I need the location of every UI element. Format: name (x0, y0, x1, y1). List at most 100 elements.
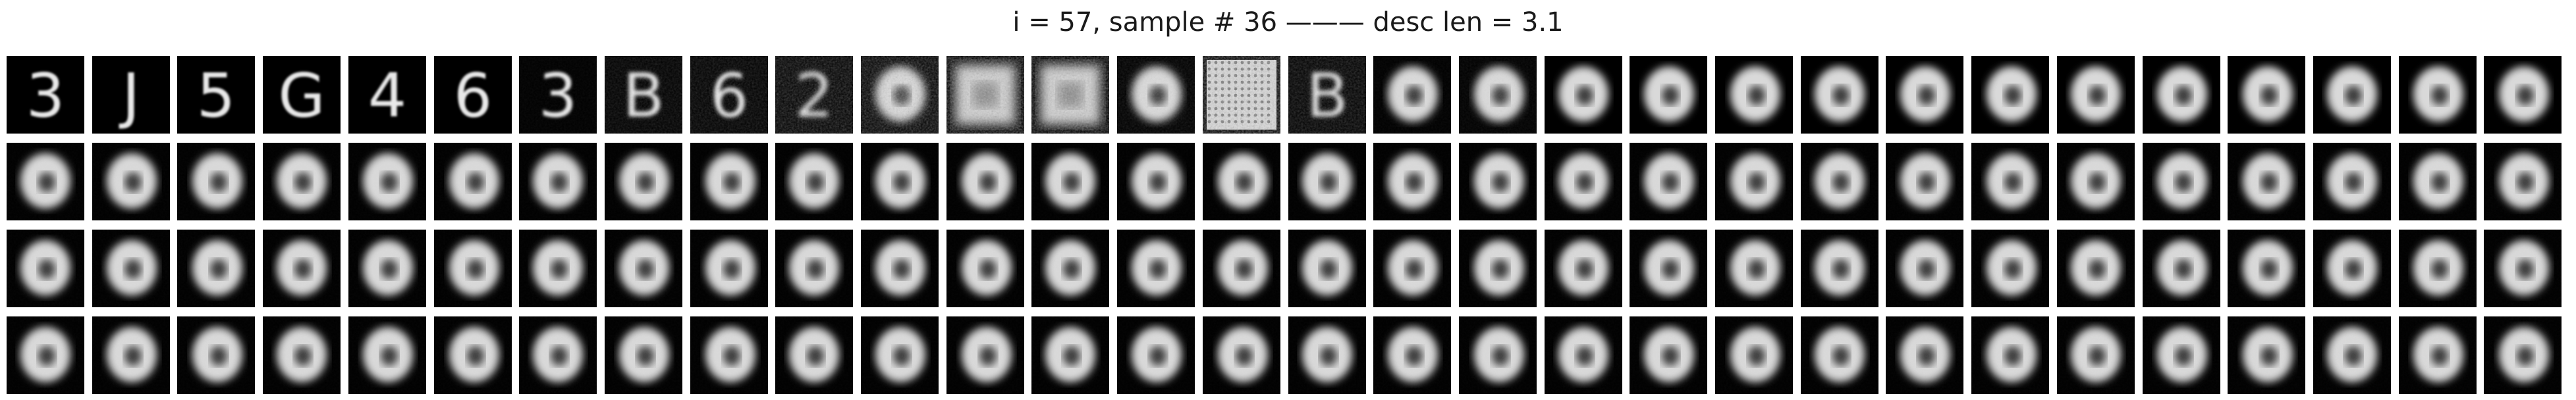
sample-tile (775, 230, 853, 307)
sample-tile (1801, 230, 1878, 307)
sample-tile (1117, 143, 1195, 220)
sample-tile (1715, 230, 1793, 307)
sample-tile (1459, 316, 1537, 394)
sample-tile (1715, 316, 1793, 394)
sample-tile (1545, 56, 1622, 134)
sample-tile: 4 (348, 56, 426, 134)
sample-tile (1117, 56, 1195, 134)
blob-hole (1748, 86, 1765, 105)
blob-hole (1576, 86, 1593, 105)
sample-tile (2228, 143, 2305, 220)
sample-tile (690, 316, 768, 394)
blob-hole (1832, 86, 1850, 105)
sample-tile (2313, 316, 2391, 394)
sample-tile (861, 316, 939, 394)
digit-glyph: 4 (368, 61, 407, 131)
sample-tile (1117, 230, 1195, 307)
sample-tile (2143, 230, 2220, 307)
sample-tile: 6 (434, 56, 512, 134)
sample-tile (2484, 230, 2562, 307)
sample-tile (434, 143, 512, 220)
sample-tile (2143, 316, 2220, 394)
blob-hole (2175, 86, 2192, 105)
sample-tile (946, 143, 1024, 220)
digit-glyph: 3 (26, 61, 65, 131)
sample-tile (1373, 143, 1451, 220)
sample-tile (2484, 56, 2562, 134)
sample-tile (605, 143, 682, 220)
sample-tile (2399, 316, 2477, 394)
sample-tile (1373, 56, 1451, 134)
blob-hole (2004, 86, 2021, 105)
sample-tile (7, 316, 84, 394)
sample-tile: 3 (7, 56, 84, 134)
sample-tile (7, 143, 84, 220)
sample-tile: B (605, 56, 682, 134)
sample-tile (177, 316, 255, 394)
blob-hole (1918, 86, 1935, 105)
sample-tile (2399, 56, 2477, 134)
sample-tile (946, 230, 1024, 307)
figure-title: i = 57, sample # 36 ——— desc len = 3.1 (0, 7, 2576, 38)
sample-tile (1031, 56, 1109, 134)
sample-tile (2057, 316, 2135, 394)
sample-tile (1031, 316, 1109, 394)
sample-tile: B (1288, 56, 1366, 134)
sample-tile (946, 316, 1024, 394)
sample-tile (1801, 56, 1878, 134)
sample-tile (690, 143, 768, 220)
sample-tile (1886, 143, 1963, 220)
sample-tile (1886, 316, 1963, 394)
sample-tile (177, 143, 255, 220)
sample-tile (2313, 56, 2391, 134)
sample-tile: J (92, 56, 170, 134)
sample-tile (861, 143, 939, 220)
sample-tile (1630, 143, 1707, 220)
sample-tile (1715, 56, 1793, 134)
sample-tile (1971, 56, 2049, 134)
sample-tile (1288, 316, 1366, 394)
sample-tile (1971, 143, 2049, 220)
sample-tile (2228, 230, 2305, 307)
sample-tile: 6 (690, 56, 768, 134)
sample-tile: 3 (519, 56, 597, 134)
sample-tile (92, 230, 170, 307)
sample-tile (1886, 230, 1963, 307)
blob-hole (2261, 86, 2278, 105)
sample-tile (1203, 230, 1280, 307)
sample-tile (1801, 143, 1878, 220)
sample-tile (348, 316, 426, 394)
sample-tile (92, 143, 170, 220)
blob-hole (2517, 86, 2534, 105)
sample-tile (1801, 316, 1878, 394)
sample-tile (775, 143, 853, 220)
sample-tile (1031, 143, 1109, 220)
digit-glyph: 5 (197, 61, 236, 131)
sample-tile (2484, 143, 2562, 220)
sample-tile (519, 230, 597, 307)
sample-tile (177, 230, 255, 307)
blob-hole (2345, 86, 2362, 105)
blob-hole (2089, 86, 2106, 105)
sample-tile: 5 (177, 56, 255, 134)
sample-tile (519, 316, 597, 394)
sample-tile (434, 230, 512, 307)
sample-tile (1373, 230, 1451, 307)
sample-tile (605, 316, 682, 394)
sample-tile (1630, 56, 1707, 134)
sample-tile (861, 56, 939, 134)
sample-tile (1117, 316, 1195, 394)
sample-tile (1459, 230, 1537, 307)
image-grid: 3J5G463B62B (7, 56, 2569, 394)
sample-tile (1971, 316, 2049, 394)
sample-tile (2143, 56, 2220, 134)
sample-tile (1545, 143, 1622, 220)
sample-tile (7, 230, 84, 307)
sample-tile (263, 316, 341, 394)
sample-tile (1971, 230, 2049, 307)
blob-hole (2431, 86, 2448, 105)
sample-tile (1630, 316, 1707, 394)
sample-tile (2057, 143, 2135, 220)
sample-tile (1203, 316, 1280, 394)
sample-tile (519, 143, 597, 220)
